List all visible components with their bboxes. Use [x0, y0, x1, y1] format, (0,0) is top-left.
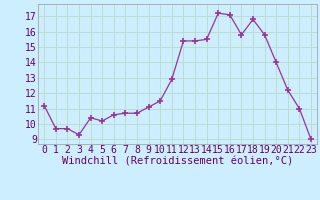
X-axis label: Windchill (Refroidissement éolien,°C): Windchill (Refroidissement éolien,°C)	[62, 157, 293, 167]
